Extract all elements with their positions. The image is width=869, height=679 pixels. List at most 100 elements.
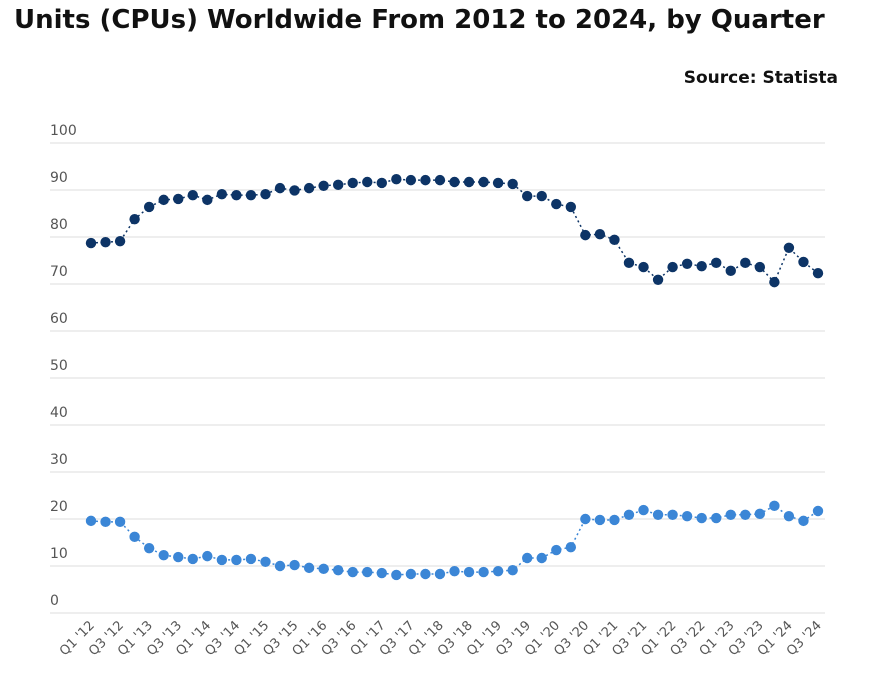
data-point xyxy=(347,177,358,189)
data-point xyxy=(551,198,562,210)
data-point xyxy=(216,554,228,566)
data-point xyxy=(740,257,751,269)
data-point xyxy=(420,568,431,580)
data-point xyxy=(143,542,155,554)
data-point xyxy=(711,512,722,524)
data-point xyxy=(391,569,402,581)
data-point xyxy=(711,257,722,269)
data-point xyxy=(696,512,707,524)
data-point xyxy=(565,201,577,213)
data-point xyxy=(696,260,707,272)
data-point xyxy=(609,514,620,526)
data-point xyxy=(623,257,635,269)
data-point xyxy=(173,193,184,205)
data-point xyxy=(783,510,795,522)
data-point xyxy=(769,500,780,512)
data-point xyxy=(783,242,795,254)
y-tick-label: 20 xyxy=(50,499,68,515)
data-point xyxy=(725,265,736,277)
data-point xyxy=(594,514,606,526)
y-tick-label: 60 xyxy=(50,311,68,327)
data-point xyxy=(522,190,533,202)
data-point xyxy=(449,565,460,577)
data-point xyxy=(594,228,606,240)
data-point xyxy=(667,509,678,520)
data-point xyxy=(478,566,489,578)
data-point xyxy=(754,261,766,273)
series-line xyxy=(90,504,819,576)
data-point xyxy=(245,189,257,201)
data-point xyxy=(289,559,300,571)
data-point xyxy=(158,549,169,561)
data-point xyxy=(362,566,373,578)
data-point xyxy=(681,510,693,522)
y-tick-label: 70 xyxy=(50,264,68,280)
data-point xyxy=(129,531,140,543)
data-point xyxy=(652,274,664,285)
data-point xyxy=(187,189,198,201)
data-point xyxy=(492,565,504,577)
data-point xyxy=(303,182,315,194)
data-point xyxy=(114,236,126,247)
series-line xyxy=(90,178,819,284)
data-point xyxy=(376,567,387,579)
data-point xyxy=(289,185,300,196)
data-point xyxy=(318,180,329,191)
data-point xyxy=(434,174,446,186)
data-point xyxy=(114,516,126,528)
data-point xyxy=(303,562,315,574)
y-tick-label: 80 xyxy=(50,217,68,233)
data-point xyxy=(565,542,577,553)
data-point xyxy=(623,509,635,520)
data-point xyxy=(405,568,417,580)
data-point xyxy=(769,276,780,288)
y-tick-label: 90 xyxy=(50,170,68,186)
y-tick-label: 30 xyxy=(50,452,68,468)
y-tick-label: 10 xyxy=(50,546,68,562)
data-point xyxy=(100,516,111,528)
data-point xyxy=(260,556,271,567)
data-point xyxy=(405,174,417,186)
data-point xyxy=(245,553,257,565)
data-point xyxy=(85,237,97,249)
data-point xyxy=(798,515,809,527)
y-tick-label: 0 xyxy=(50,593,59,609)
data-point xyxy=(478,176,489,188)
data-point xyxy=(652,509,664,520)
data-point xyxy=(129,213,140,225)
data-point xyxy=(420,174,431,186)
data-point xyxy=(754,508,766,520)
data-point xyxy=(638,504,649,516)
data-point xyxy=(725,509,736,520)
data-point xyxy=(580,229,591,241)
data-point xyxy=(507,565,518,576)
data-point xyxy=(376,177,387,189)
data-point xyxy=(187,553,198,565)
data-point xyxy=(173,551,184,563)
data-point xyxy=(812,267,824,279)
data-point xyxy=(681,258,693,269)
data-point xyxy=(434,568,446,580)
source: Source: Statista xyxy=(684,68,838,88)
data-point xyxy=(536,552,547,564)
data-point xyxy=(812,505,824,517)
data-point xyxy=(231,189,242,201)
data-point xyxy=(362,176,373,188)
data-point xyxy=(522,552,533,564)
data-point xyxy=(202,550,213,562)
data-point xyxy=(492,177,504,189)
data-point xyxy=(332,179,344,191)
data-point xyxy=(332,565,344,576)
data-point xyxy=(260,189,271,200)
data-point xyxy=(391,173,402,185)
data-point xyxy=(100,236,111,248)
data-point xyxy=(274,560,286,572)
data-point xyxy=(551,544,562,556)
data-point xyxy=(580,513,591,525)
data-point xyxy=(274,182,286,194)
data-point xyxy=(507,178,518,190)
data-point xyxy=(536,190,547,202)
data-point xyxy=(463,566,475,578)
